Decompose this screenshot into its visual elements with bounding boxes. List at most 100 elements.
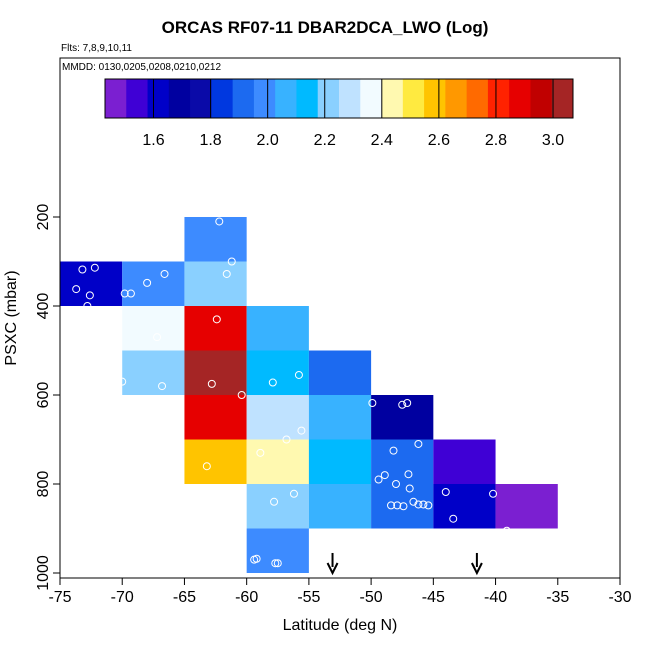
heatmap-cell bbox=[184, 350, 247, 395]
data-point bbox=[405, 484, 414, 493]
data-point bbox=[414, 439, 423, 448]
colorbar-tick-label: 2.2 bbox=[314, 132, 336, 149]
x-tick-label: -50 bbox=[360, 589, 383, 606]
colorbar-segment bbox=[424, 79, 446, 118]
arrow-markers bbox=[326, 552, 483, 576]
arrow-head bbox=[470, 562, 483, 576]
data-point bbox=[273, 559, 282, 568]
data-point bbox=[256, 448, 265, 457]
colorbar-tick-label: 1.6 bbox=[142, 132, 164, 149]
x-tick-label: -55 bbox=[297, 589, 320, 606]
colorbar-segment bbox=[275, 79, 297, 118]
x-tick-label: -35 bbox=[546, 589, 569, 606]
data-point bbox=[270, 497, 279, 506]
x-tick-label: -30 bbox=[608, 589, 631, 606]
y-tick-label: 600 bbox=[35, 382, 52, 409]
colorbar-segment bbox=[402, 79, 425, 118]
heatmap-cell bbox=[371, 484, 434, 529]
data-point bbox=[414, 500, 423, 509]
data-point bbox=[252, 554, 261, 563]
heatmap-cell bbox=[184, 395, 247, 440]
data-point bbox=[118, 377, 127, 386]
data-point bbox=[222, 269, 231, 278]
heatmap-cell bbox=[246, 395, 309, 440]
data-point bbox=[424, 501, 433, 510]
data-point bbox=[294, 370, 303, 379]
colorbar-segment bbox=[317, 79, 340, 118]
data-point bbox=[441, 488, 450, 497]
data-point bbox=[409, 497, 418, 506]
data-point bbox=[289, 489, 298, 498]
data-point bbox=[419, 500, 428, 509]
data-point bbox=[271, 559, 280, 568]
colorbar-segment bbox=[339, 79, 361, 118]
heatmap-cell bbox=[122, 306, 185, 351]
data-point bbox=[380, 471, 389, 480]
heatmap-cell bbox=[122, 261, 185, 306]
colorbar-segment bbox=[168, 79, 191, 118]
colorbar-segment bbox=[190, 79, 212, 118]
colorbar-segment bbox=[551, 79, 574, 118]
colorbar: 1.6 1.8 2.0 2.2 2.4 2.6 2.8 3.0 bbox=[104, 78, 574, 149]
colorbar-segment bbox=[126, 79, 149, 118]
data-point bbox=[297, 426, 306, 435]
heatmap-cell bbox=[495, 484, 558, 529]
data-point bbox=[207, 379, 216, 388]
heatmap-cell bbox=[308, 350, 372, 395]
colorbar-segment bbox=[147, 79, 170, 118]
colorbar-segment bbox=[232, 79, 255, 118]
date-annotation: MMDD: 0130,0205,0208,0210,0212 bbox=[62, 62, 221, 73]
heatmap-cell bbox=[184, 261, 247, 306]
data-point bbox=[120, 289, 129, 298]
data-point bbox=[268, 378, 277, 387]
colorbar-segment bbox=[360, 79, 383, 118]
colorbar-segment bbox=[211, 79, 234, 118]
colorbar-segment bbox=[105, 79, 127, 118]
data-point bbox=[374, 475, 383, 484]
data-point bbox=[489, 489, 498, 498]
colorbar-segment bbox=[487, 79, 510, 118]
x-tick-label: -60 bbox=[235, 589, 258, 606]
data-point bbox=[403, 399, 412, 408]
data-point bbox=[158, 382, 167, 391]
heatmap-cell bbox=[246, 350, 309, 395]
heatmap-cell bbox=[184, 217, 247, 262]
heatmap-cells bbox=[60, 217, 558, 573]
heatmap-cell bbox=[246, 439, 309, 484]
heatmap-cell bbox=[122, 350, 185, 395]
heatmap-cell bbox=[433, 484, 496, 529]
data-point bbox=[502, 526, 511, 535]
data-point bbox=[387, 501, 396, 510]
data-point bbox=[392, 480, 400, 488]
y-axis-label: PSXC (mbar) bbox=[3, 270, 20, 365]
arrow-head bbox=[326, 562, 339, 576]
x-tick-label: -65 bbox=[173, 589, 196, 606]
axes: -75 -70 -65 -60 -55 -50 -45 -40 -35 -30 200 400 600 8… bbox=[35, 204, 632, 606]
x-tick-label: -75 bbox=[48, 589, 71, 606]
colorbar-segment bbox=[466, 79, 489, 118]
heatmap-cell bbox=[246, 484, 309, 529]
data-point bbox=[212, 315, 221, 324]
data-point bbox=[449, 514, 458, 523]
data-point bbox=[368, 399, 377, 408]
colorbar-tick-label: 2.8 bbox=[485, 132, 507, 149]
data-point bbox=[126, 289, 135, 298]
x-axis-label: Latitude (deg N) bbox=[283, 617, 398, 634]
data-point bbox=[90, 263, 99, 272]
y-tick-label: 400 bbox=[35, 293, 52, 320]
data-point bbox=[399, 502, 408, 511]
y-tick-label: 1000 bbox=[35, 555, 52, 591]
heatmap-cell bbox=[308, 484, 372, 529]
data-point bbox=[227, 257, 236, 266]
colorbar-segment bbox=[381, 79, 404, 118]
colorbar-segment bbox=[253, 79, 276, 118]
observation-points bbox=[72, 217, 511, 568]
x-tick-label: -40 bbox=[484, 589, 507, 606]
data-point bbox=[282, 435, 291, 444]
x-tick-label: -45 bbox=[422, 589, 445, 606]
data-point bbox=[393, 501, 402, 510]
colorbar-tick-label: 3.0 bbox=[542, 132, 564, 149]
data-point bbox=[153, 333, 162, 342]
data-point bbox=[72, 285, 81, 294]
colorbar-segment bbox=[296, 79, 319, 118]
